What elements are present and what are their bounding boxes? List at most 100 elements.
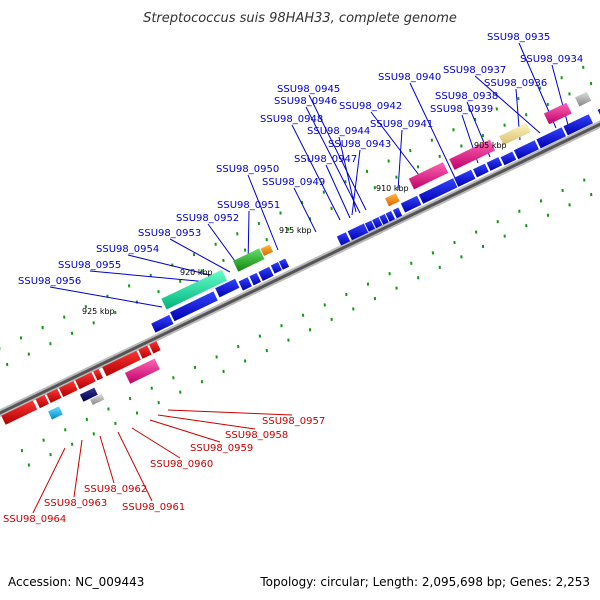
gene-label[interactable]: SSU98_0961 bbox=[122, 502, 185, 513]
label-leader-line bbox=[32, 447, 66, 514]
gene-label[interactable]: SSU98_0960 bbox=[150, 459, 213, 470]
label-leader-line bbox=[338, 136, 357, 213]
gene-feature bbox=[260, 244, 273, 256]
gene-feature bbox=[385, 193, 400, 207]
kbp-marker: 910 kbp bbox=[376, 184, 409, 193]
forward-gene-labels: SSU98_0935 SSU98_0934 SSU98_0937SSU98_0940… bbox=[18, 32, 583, 287]
gene-feature bbox=[563, 114, 593, 136]
label-leader-line bbox=[397, 129, 403, 191]
gene-feature bbox=[473, 163, 489, 178]
gene-feature bbox=[499, 123, 531, 146]
gene-feature bbox=[575, 91, 592, 107]
gene-label[interactable]: SSU98_0937 bbox=[443, 65, 506, 76]
label-leader-line bbox=[325, 164, 351, 219]
gene-label[interactable]: SSU98_0953 bbox=[138, 228, 201, 239]
genome-summary: Topology: circular; Length: 2,095,698 bp… bbox=[259, 575, 590, 589]
label-leader-line bbox=[167, 409, 293, 416]
gene-feature bbox=[400, 195, 422, 213]
gene-feature bbox=[372, 217, 383, 229]
gene-feature bbox=[48, 406, 63, 420]
label-leader-line bbox=[99, 435, 115, 484]
gene-feature bbox=[385, 211, 395, 222]
gene-feature bbox=[347, 223, 369, 241]
gene-label[interactable]: SSU98_0964 bbox=[3, 514, 66, 525]
label-leader-line bbox=[474, 75, 541, 134]
gene-label[interactable]: SSU98_0950 bbox=[216, 164, 279, 175]
gene-label[interactable]: SSU98_0959 bbox=[190, 443, 253, 454]
kbp-marker: 920 kbp bbox=[180, 268, 213, 277]
gene-feature bbox=[35, 394, 49, 409]
gene-feature bbox=[93, 368, 103, 381]
gene-feature bbox=[364, 220, 376, 232]
gene-feature bbox=[1, 400, 38, 425]
gene-label[interactable]: SSU98_0958 bbox=[225, 430, 288, 441]
label-leader-line bbox=[247, 174, 279, 251]
label-leader-line bbox=[291, 124, 341, 221]
gene-label[interactable]: SSU98_0951 bbox=[217, 200, 280, 211]
label-leader-line bbox=[409, 82, 456, 179]
gene-track bbox=[1, 91, 600, 425]
kbp-marker: 925 kbp bbox=[82, 307, 115, 316]
gene-feature bbox=[379, 214, 389, 225]
gene-label[interactable]: SSU98_0940 bbox=[378, 72, 441, 83]
label-leader-line bbox=[49, 286, 163, 308]
gene-feature bbox=[486, 157, 503, 171]
label-leader-line bbox=[351, 149, 361, 216]
gene-label[interactable]: SSU98_0955 bbox=[58, 260, 121, 271]
gene-label[interactable]: SSU98_0945 bbox=[277, 84, 340, 95]
genome-backbone bbox=[0, 120, 600, 417]
label-leader-line bbox=[293, 187, 317, 233]
gene-feature bbox=[408, 162, 449, 190]
gene-feature bbox=[215, 278, 240, 298]
gene-feature bbox=[170, 291, 218, 322]
reverse-label-leaders bbox=[32, 409, 293, 514]
label-leader-line bbox=[149, 419, 221, 443]
gene-feature bbox=[513, 140, 539, 160]
gene-feature bbox=[59, 381, 78, 397]
gene-feature bbox=[102, 350, 141, 377]
gene-feature bbox=[90, 394, 105, 405]
gene-feature bbox=[149, 341, 161, 354]
gene-label[interactable]: SSU98_0952 bbox=[176, 213, 239, 224]
gene-label[interactable]: SSU98_0956 bbox=[18, 276, 81, 287]
gene-feature bbox=[258, 266, 274, 281]
label-leader-line bbox=[157, 414, 256, 430]
gene-feature bbox=[336, 232, 351, 246]
gene-label[interactable]: SSU98_0944 bbox=[307, 126, 370, 137]
gene-feature bbox=[124, 358, 160, 384]
gene-label[interactable]: SSU98_0949 bbox=[262, 177, 325, 188]
label-leader-line bbox=[89, 270, 209, 283]
gene-label[interactable]: SSU98_0946 bbox=[274, 96, 337, 107]
gene-label[interactable]: SSU98_0939 bbox=[430, 104, 493, 115]
gene-label[interactable]: SSU98_0947 bbox=[294, 154, 357, 165]
label-leader-line bbox=[127, 254, 219, 278]
label-leader-line bbox=[169, 238, 231, 273]
gene-label[interactable]: SSU98_0934 bbox=[520, 54, 583, 65]
accession-label: Accession: NC_009443 bbox=[8, 575, 144, 589]
kbp-markers: 925 kbp 920 kbp 915 kbp 910 kbp 905 kbp bbox=[82, 141, 507, 316]
gene-feature bbox=[46, 388, 62, 403]
label-leader-line bbox=[117, 431, 153, 502]
gene-feature bbox=[161, 269, 227, 310]
gene-feature bbox=[543, 102, 572, 125]
reverse-gene-labels: SSU98_0957 SSU98_0958 SSU98_0959 SSU98_0960… bbox=[3, 416, 325, 525]
gene-label[interactable]: SSU98_0957 bbox=[262, 416, 325, 427]
gene-feature bbox=[75, 372, 96, 390]
gene-feature bbox=[278, 258, 290, 270]
gene-label[interactable]: SSU98_0942 bbox=[339, 101, 402, 112]
label-leader-line bbox=[73, 439, 83, 498]
label-leader-line bbox=[131, 427, 181, 459]
gene-feature bbox=[500, 151, 517, 166]
gene-label[interactable]: SSU98_0948 bbox=[260, 114, 323, 125]
gene-label[interactable]: SSU98_0941 bbox=[370, 119, 433, 130]
gene-label[interactable]: SSU98_0954 bbox=[96, 244, 159, 255]
tick-track bbox=[0, 65, 593, 467]
label-leader-line bbox=[305, 106, 361, 214]
gene-label[interactable]: SSU98_0935 bbox=[487, 32, 550, 43]
gene-label[interactable]: SSU98_0963 bbox=[44, 498, 107, 509]
gene-label[interactable]: SSU98_0943 bbox=[328, 139, 391, 150]
gene-label[interactable]: SSU98_0938 bbox=[435, 91, 498, 102]
gene-feature bbox=[238, 277, 252, 291]
gene-label[interactable]: SSU98_0962 bbox=[84, 484, 147, 495]
gene-label[interactable]: SSU98_0936 bbox=[484, 78, 547, 89]
